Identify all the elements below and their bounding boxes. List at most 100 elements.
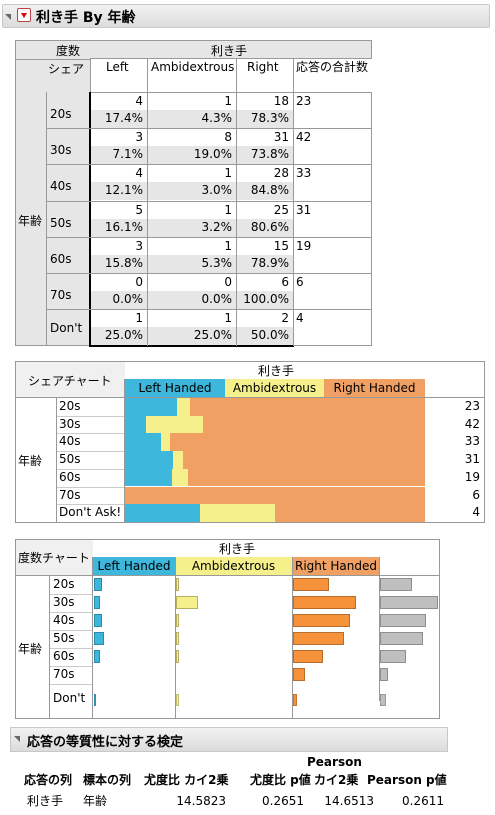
column-header: 応答の合計数 <box>296 60 369 74</box>
column-divider <box>92 557 93 719</box>
share-cell: 0.0% <box>112 292 144 306</box>
column-header-bg <box>147 59 236 92</box>
row-label: Don't <box>53 691 86 705</box>
row-total: 23 <box>464 399 480 413</box>
row-label: 50s <box>59 452 81 467</box>
count-cell: 2 <box>281 311 289 326</box>
share-row-bg <box>91 110 293 128</box>
row-divider <box>57 486 124 488</box>
share-bar-left <box>125 433 162 452</box>
column-divider <box>175 557 176 719</box>
header-count-label: 度数 <box>56 44 81 58</box>
count-cell: 15 <box>273 238 289 253</box>
share-bar-left <box>125 398 178 416</box>
share-cell: 25.0% <box>104 328 143 343</box>
row-label: Don't Ask! <box>59 505 122 520</box>
test-outline-header <box>10 727 448 752</box>
legend-left: Left Handed <box>93 557 175 575</box>
share-bar-ambidextrous <box>146 415 204 434</box>
test-value: 14.5823 <box>176 794 226 808</box>
header-share-label: シェア <box>48 62 85 76</box>
count-bar-total <box>380 694 386 706</box>
row-divider <box>50 612 92 613</box>
share-bar-right <box>125 486 425 505</box>
share-cell: 84.8% <box>250 183 289 198</box>
share-cell: 17.4% <box>104 111 143 125</box>
row-total: 31 <box>464 452 480 467</box>
row-label: 20s <box>50 107 72 121</box>
row-total: 33 <box>464 434 480 449</box>
share-bar-ambidextrous <box>200 504 275 522</box>
row-divider <box>46 128 372 130</box>
share-cell: 3.2% <box>201 219 233 234</box>
count-bar-ambidextrous <box>176 694 179 706</box>
row-label: 20s <box>59 399 81 413</box>
total-cell: 4 <box>296 311 304 326</box>
test-value: 0.2611 <box>402 794 444 808</box>
count-cell: 1 <box>135 311 143 326</box>
divider <box>15 575 440 576</box>
column-header: Right <box>247 60 279 74</box>
share-bar-ambidextrous <box>161 433 171 452</box>
total-cell: 31 <box>296 202 312 217</box>
test-disclosure-icon[interactable] <box>14 736 20 742</box>
share-bar-right <box>275 504 425 522</box>
count-bar-total <box>380 668 389 681</box>
count-bar-left <box>94 650 100 663</box>
count-bar-right <box>293 694 298 706</box>
share-bar-left <box>125 451 174 469</box>
legend-ambidextrous: Ambidextrous <box>225 379 324 397</box>
row-total: 42 <box>464 416 480 431</box>
count-bar-ambidextrous <box>176 650 179 663</box>
row-divider <box>46 309 372 311</box>
count-bar-right <box>293 596 356 609</box>
count-bar-ambidextrous <box>176 632 179 645</box>
share-cell: 15.8% <box>104 255 143 270</box>
test-value: 14.6513 <box>324 794 374 808</box>
count-cell: 1 <box>224 238 232 253</box>
row-label: 30s <box>50 143 72 158</box>
count-cell: 1 <box>224 311 232 326</box>
column-divider <box>293 92 294 346</box>
column-divider <box>147 92 148 346</box>
test-header: Pearson p値 <box>367 773 447 787</box>
count-bar-ambidextrous <box>176 614 179 627</box>
row-divider <box>46 273 372 274</box>
share-bar-right <box>188 468 425 487</box>
legend-right: Right Handed <box>292 557 380 575</box>
column-group-label: 利き手 <box>211 44 248 58</box>
share-bar-ambidextrous <box>172 468 189 487</box>
share-cell: 19.0% <box>193 147 232 162</box>
total-cell: 42 <box>296 130 312 145</box>
count-bar-right <box>293 632 344 645</box>
test-header: カイ2乗 <box>314 773 359 787</box>
row-label: 60s <box>59 469 81 484</box>
count-bar-ambidextrous <box>176 596 198 609</box>
share-row-bg <box>91 218 293 237</box>
row-divider <box>50 666 92 667</box>
count-bar-total <box>380 650 407 663</box>
count-bar-right <box>293 578 330 591</box>
test-header: 応答の列 <box>24 773 73 787</box>
count-cell: 0 <box>135 275 143 289</box>
share-cell: 100.0% <box>243 292 289 306</box>
row-label: 40s <box>59 434 81 449</box>
disclosure-triangle-icon[interactable] <box>5 14 11 20</box>
column-group-label: 利き手 <box>258 364 295 378</box>
divider <box>89 92 91 346</box>
divider <box>15 397 485 398</box>
divider <box>89 345 294 347</box>
test-value: 利き手 <box>27 794 64 808</box>
column-group-label: 利き手 <box>219 542 256 556</box>
count-cell: 4 <box>135 166 143 181</box>
corner-bg <box>16 362 125 398</box>
column-header-bg <box>236 59 293 92</box>
count-cell: 1 <box>224 166 232 181</box>
share-cell: 25.0% <box>193 328 232 343</box>
share-row-bg <box>91 327 293 346</box>
share-row-bg <box>91 146 293 165</box>
red-triangle-menu-icon[interactable] <box>17 8 31 22</box>
count-bar-left <box>94 578 102 591</box>
count-cell: 28 <box>273 166 289 181</box>
share-bar-right <box>203 415 425 434</box>
